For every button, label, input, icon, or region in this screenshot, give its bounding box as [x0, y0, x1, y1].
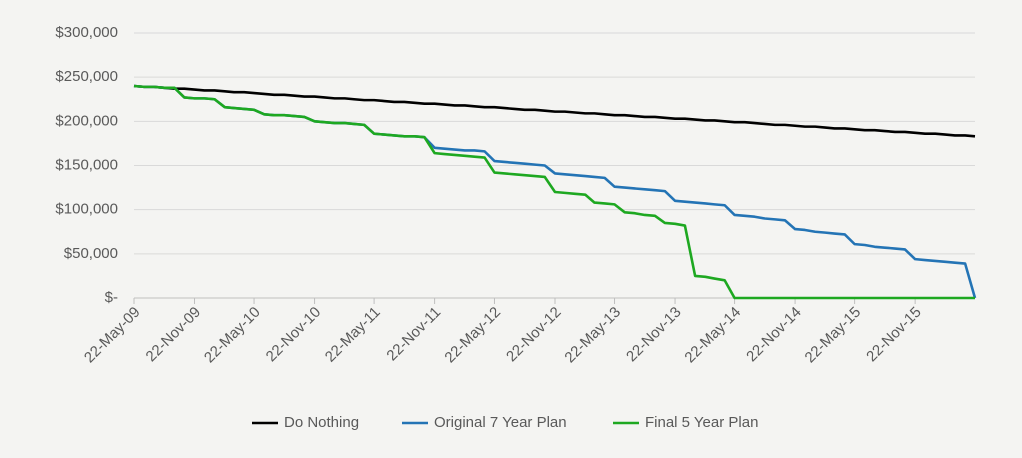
series-line: [133, 84, 975, 300]
y-tick-label: $100,000: [55, 201, 118, 218]
legend-label: Final 5 Year Plan: [645, 414, 758, 431]
legend-label: Do Nothing: [284, 414, 359, 431]
y-tick-label: $150,000: [55, 156, 118, 173]
y-tick-label: $-: [105, 289, 118, 306]
y-tick-label: $300,000: [55, 24, 118, 41]
y-tick-label: $50,000: [64, 245, 118, 262]
y-tick-label: $250,000: [55, 68, 118, 85]
y-tick-label: $200,000: [55, 112, 118, 129]
legend-label: Original 7 Year Plan: [434, 414, 567, 431]
series-line: [133, 84, 976, 138]
